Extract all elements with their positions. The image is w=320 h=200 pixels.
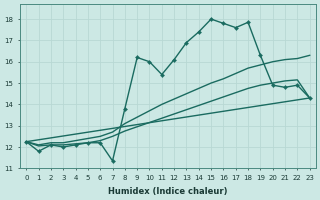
X-axis label: Humidex (Indice chaleur): Humidex (Indice chaleur)	[108, 187, 228, 196]
